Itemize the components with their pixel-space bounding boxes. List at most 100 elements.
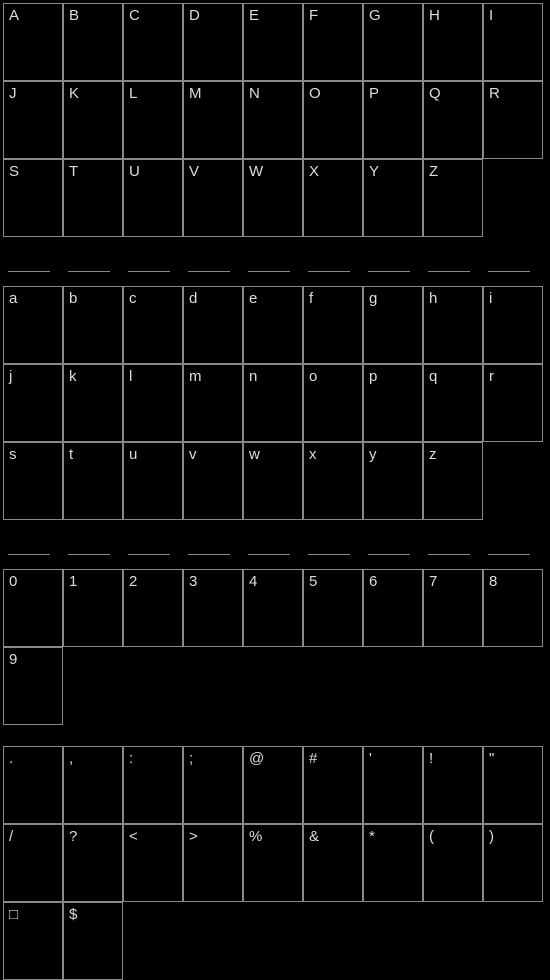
glyph-cell: C: [123, 3, 183, 81]
glyph-cell: ?: [63, 824, 123, 902]
glyph-label: ': [369, 750, 372, 767]
glyph-cell: *: [363, 824, 423, 902]
glyph-label: R: [489, 85, 500, 102]
glyph-label: O: [309, 85, 321, 102]
glyph-cell: 1: [63, 569, 123, 647]
ghost-cell: [243, 520, 303, 564]
glyph-cell: g: [363, 286, 423, 364]
glyph-cell: D: [183, 3, 243, 81]
glyph-label: (: [429, 828, 434, 845]
ghost-cell: [363, 237, 423, 281]
glyph-cell: R: [483, 81, 543, 159]
glyph-cell: ': [363, 746, 423, 824]
glyph-cell: u: [123, 442, 183, 520]
glyph-cell: □: [3, 902, 63, 980]
glyph-label: a: [9, 290, 17, 307]
ghost-cell: [63, 237, 123, 281]
glyph-label: j: [9, 368, 12, 385]
grid-digits: 0 123 4 5 678 9: [3, 569, 543, 725]
glyph-cell: ,: [63, 746, 123, 824]
glyph-cell: b: [63, 286, 123, 364]
glyph-label: !: [429, 750, 433, 767]
glyph-label: X: [309, 163, 319, 180]
glyph-cell: z: [423, 442, 483, 520]
glyph-label: P: [369, 85, 379, 102]
glyph-cell: ": [483, 746, 543, 824]
glyph-label: #: [309, 750, 317, 767]
glyph-cell: P: [363, 81, 423, 159]
glyph-cell: ;: [183, 746, 243, 824]
glyph-cell: 4: [243, 569, 303, 647]
glyph-cell: c: [123, 286, 183, 364]
glyph-label: V: [189, 163, 199, 180]
ghost-cell: [183, 520, 243, 564]
glyph-cell: 6: [363, 569, 423, 647]
glyph-label: Z: [429, 163, 438, 180]
glyph-label: l: [129, 368, 132, 385]
glyph-cell: A: [3, 3, 63, 81]
glyph-label: 5: [309, 573, 317, 590]
glyph-label: v: [189, 446, 197, 463]
glyph-cell: J: [3, 81, 63, 159]
glyph-label: :: [129, 750, 133, 767]
glyph-cell: l: [123, 364, 183, 442]
glyph-cell: M: [183, 81, 243, 159]
glyph-label: t: [69, 446, 73, 463]
glyph-label: %: [249, 828, 262, 845]
glyph-cell: W: [243, 159, 303, 237]
glyph-cell: X: [303, 159, 363, 237]
glyph-cell: 5: [303, 569, 363, 647]
glyph-cell: G: [363, 3, 423, 81]
glyph-cell: 9: [3, 647, 63, 725]
glyph-label: Q: [429, 85, 441, 102]
glyph-label: n: [249, 368, 257, 385]
glyph-cell: ): [483, 824, 543, 902]
glyph-label: 4: [249, 573, 257, 590]
glyph-cell: p: [363, 364, 423, 442]
glyph-cell: 7: [423, 569, 483, 647]
glyph-label: 0: [9, 573, 17, 590]
glyph-label: ;: [189, 750, 193, 767]
glyph-cell: T: [63, 159, 123, 237]
group-uppercase: ABCDEFGHIJKLMNOPQRSTUVWXYZ: [3, 3, 543, 281]
glyph-label: *: [369, 828, 375, 845]
glyph-cell: >: [183, 824, 243, 902]
glyph-label: <: [129, 828, 138, 845]
glyph-label: y: [369, 446, 377, 463]
glyph-cell: 8: [483, 569, 543, 647]
glyph-cell: 2: [123, 569, 183, 647]
glyph-cell: f: [303, 286, 363, 364]
glyph-label: A: [9, 7, 19, 24]
glyph-label: /: [9, 828, 13, 845]
glyph-label: 8: [489, 573, 497, 590]
ghost-cell: [3, 520, 63, 564]
glyph-label: 3: [189, 573, 197, 590]
glyph-cell: E: [243, 3, 303, 81]
ghost-cell: [243, 237, 303, 281]
glyph-label: C: [129, 7, 140, 24]
glyph-label: ,: [69, 750, 73, 767]
glyph-label: p: [369, 368, 377, 385]
glyph-label: T: [69, 163, 78, 180]
glyph-label: >: [189, 828, 198, 845]
glyph-cell: Z: [423, 159, 483, 237]
glyph-cell: #: [303, 746, 363, 824]
glyph-cell: j: [3, 364, 63, 442]
glyph-label: k: [69, 368, 77, 385]
glyph-label: □: [9, 906, 18, 923]
glyph-label: x: [309, 446, 317, 463]
glyph-cell: B: [63, 3, 123, 81]
ghost-cell: [123, 237, 183, 281]
glyph-cell: e: [243, 286, 303, 364]
glyph-cell: q: [423, 364, 483, 442]
glyph-label: g: [369, 290, 377, 307]
glyph-label: L: [129, 85, 137, 102]
glyph-label: F: [309, 7, 318, 24]
glyph-label: ": [489, 750, 494, 767]
grid-lowercase: abcdefghijklmnopqrstuvwxyz: [3, 286, 543, 564]
glyph-cell: t: [63, 442, 123, 520]
glyph-label: I: [489, 7, 493, 24]
grid-uppercase: ABCDEFGHIJKLMNOPQRSTUVWXYZ: [3, 3, 543, 281]
glyph-label: q: [429, 368, 437, 385]
group-symbols: .,:;@#'!"/?<>%&*()□$: [3, 746, 543, 980]
